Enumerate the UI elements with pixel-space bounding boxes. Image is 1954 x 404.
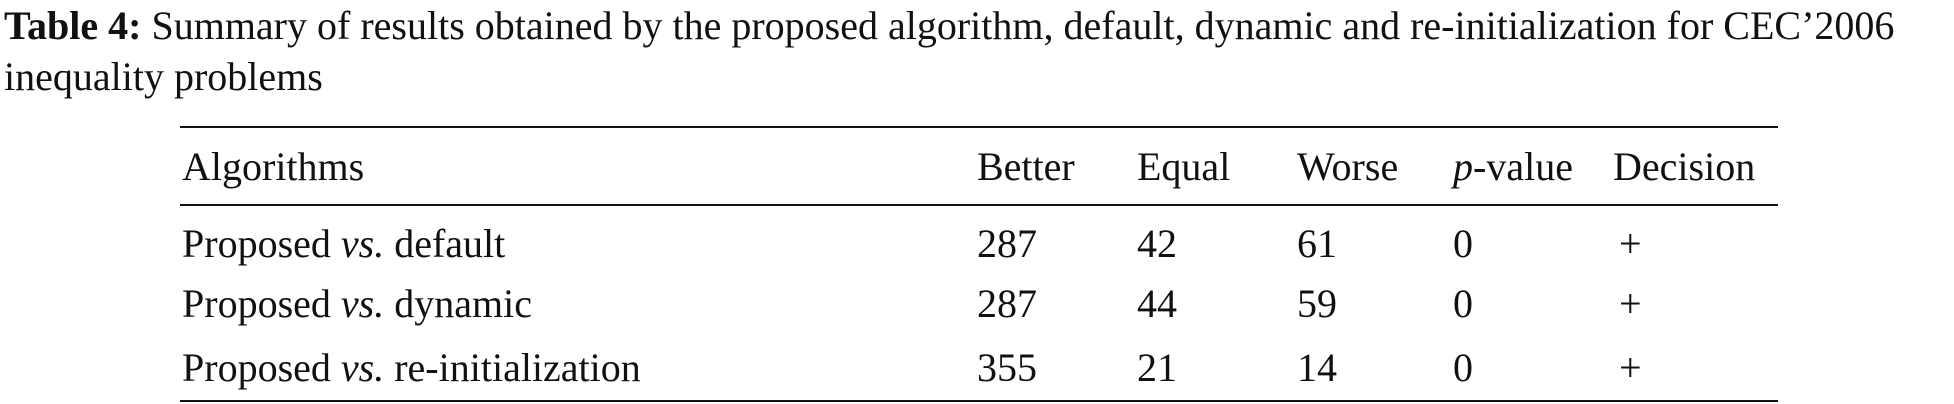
cell-p-value: 0 [1453,334,1613,402]
table-caption-text: Summary of results obtained by the propo… [4,3,1895,99]
cell-better: 287 [977,280,1037,326]
algorithm-suffix: dynamic [384,280,532,326]
algorithm-prefix: Proposed [182,344,341,390]
cell-algorithm: Proposed vs. re-initialization [180,334,977,402]
header-algorithms: Algorithms [180,126,977,206]
cell-equal: 42 [1137,220,1177,266]
table-caption-label: Table 4: [4,3,142,48]
algorithm-prefix: Proposed [182,220,341,266]
results-table: Algorithms Better Equal Worse p-value De… [180,126,1778,402]
header-equal: Equal [1137,126,1297,206]
cell-p-value: 0 [1453,220,1473,266]
table-row: Proposed vs. re-initialization 355 21 14… [180,334,1778,402]
cell-decision: + [1613,334,1778,402]
cell-worse: 59 [1297,280,1337,326]
cell-algorithm: Proposed vs. dynamic [180,272,977,334]
algorithm-suffix: re-initialization [384,344,641,390]
cell-p-value: 0 [1453,280,1473,326]
cell-worse: 14 [1297,334,1453,402]
cell-equal: 44 [1137,280,1177,326]
results-table-container: Algorithms Better Equal Worse p-value De… [180,126,1778,402]
cell-worse: 61 [1297,220,1337,266]
algorithm-vs: vs. [340,280,385,326]
algorithm-vs: vs. [340,344,385,390]
cell-better: 287 [977,220,1037,266]
cell-decision: + [1619,280,1642,326]
table-caption: Table 4: Summary of results obtained by … [4,0,1950,102]
cell-better: 355 [977,334,1137,402]
table-row: Proposed vs. dynamic 287 44 59 0 + [180,272,1778,334]
algorithm-vs: vs. [340,220,385,266]
algorithm-prefix: Proposed [182,280,341,326]
algorithm-suffix: default [384,220,506,266]
cell-algorithm: Proposed vs. default [180,205,977,272]
header-p-value: p-value [1453,126,1613,206]
header-worse: Worse [1297,126,1453,206]
table-row: Proposed vs. default 287 42 61 0 + [180,205,1778,272]
header-decision: Decision [1613,126,1778,206]
table-header-row: Algorithms Better Equal Worse p-value De… [180,126,1778,206]
header-p-variable: p [1453,143,1473,189]
cell-decision: + [1619,220,1642,266]
cell-equal: 21 [1137,334,1297,402]
header-better: Better [977,126,1137,206]
header-p-suffix: -value [1473,143,1573,189]
